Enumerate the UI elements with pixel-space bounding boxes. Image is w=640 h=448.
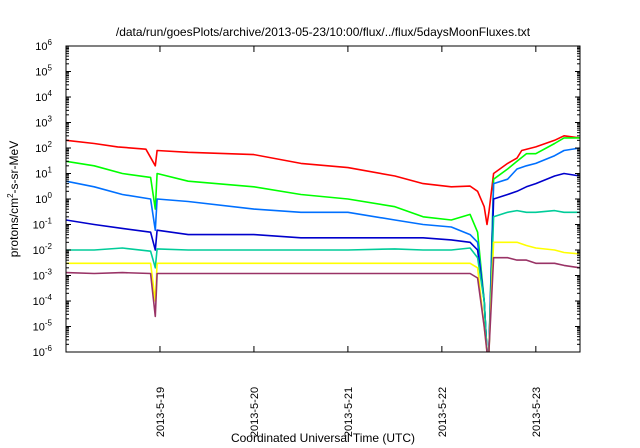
y-tick-mantissa: 10 xyxy=(35,67,47,79)
series-layer xyxy=(66,135,580,352)
y-tick-mantissa: 10 xyxy=(35,41,47,53)
y-tick-label: 106 xyxy=(35,38,52,53)
y-tick-exponent: 2 xyxy=(48,140,53,149)
series-line-7 xyxy=(66,256,580,352)
y-tick-mantissa: 10 xyxy=(33,220,45,232)
plot-frame xyxy=(65,45,581,353)
y-tick-label: 103 xyxy=(35,115,52,130)
series-line-3 xyxy=(66,147,580,352)
y-tick-mantissa: 10 xyxy=(35,92,47,104)
x-tick-label: 2013-5-22 xyxy=(437,387,449,437)
y-tick-mantissa: 10 xyxy=(35,194,47,206)
y-axis-label: protons/cm2-s-sr-MeV xyxy=(6,141,21,257)
x-tick-label: 2013-5-23 xyxy=(531,387,543,437)
y-tick-exponent: -6 xyxy=(45,344,53,353)
y-tick-exponent: 5 xyxy=(48,64,53,73)
y-tick-label: 10-5 xyxy=(33,319,53,334)
y-tick-exponent: -3 xyxy=(45,268,53,277)
y-axis-label-superscript: 2 xyxy=(6,193,15,198)
x-tick-label: 2013-5-21 xyxy=(343,387,355,437)
y-tick-label: 105 xyxy=(35,64,52,79)
chart-title: /data/run/goesPlots/archive/2013-05-23/1… xyxy=(116,25,531,39)
y-tick-mantissa: 10 xyxy=(35,169,47,181)
y-tick-label: 104 xyxy=(35,89,52,104)
y-tick-label: 10-4 xyxy=(33,293,53,308)
y-tick-mantissa: 10 xyxy=(33,271,45,283)
series-line-5 xyxy=(66,209,580,352)
y-tick-label: 10-1 xyxy=(33,217,53,232)
x-tick-label: 2013-5-20 xyxy=(249,387,261,437)
y-tick-mantissa: 10 xyxy=(33,322,45,334)
x-tick-label: 2013-5-19 xyxy=(155,387,167,437)
y-tick-exponent: -5 xyxy=(45,319,53,328)
y-axis-label-base: protons/cm xyxy=(7,198,21,257)
x-axis-label: Coordinated Universal Time (UTC) xyxy=(231,431,415,445)
y-tick-exponent: -4 xyxy=(45,293,53,302)
y-tick-mantissa: 10 xyxy=(33,347,45,359)
series-line-2 xyxy=(66,137,580,352)
y-tick-exponent: 0 xyxy=(48,191,53,200)
y-tick-exponent: -2 xyxy=(45,242,53,251)
y-tick-exponent: 6 xyxy=(48,38,53,47)
y-tick-mantissa: 10 xyxy=(35,118,47,130)
y-tick-label: 100 xyxy=(35,191,52,206)
y-tick-label: 101 xyxy=(35,166,52,181)
y-tick-mantissa: 10 xyxy=(33,245,45,257)
y-tick-label: 10-2 xyxy=(33,242,53,257)
y-tick-exponent: 3 xyxy=(48,115,53,124)
y-tick-label: 10-6 xyxy=(33,344,53,359)
x-axis: 2013-5-19 2013-5-20 2013-5-21 2013-5-22 2013… xyxy=(155,46,543,437)
y-tick-exponent: -1 xyxy=(45,217,53,226)
y-axis-label-rest: -s-sr-MeV xyxy=(7,141,21,194)
y-tick-label: 102 xyxy=(35,140,52,155)
y-tick-label: 10-3 xyxy=(33,268,53,283)
y-axis: 10-610-510-410-310-210-11001011021031041… xyxy=(33,38,580,359)
series-line-6 xyxy=(66,241,580,352)
y-tick-exponent: 4 xyxy=(48,89,53,98)
series-line-4 xyxy=(66,172,580,352)
y-tick-mantissa: 10 xyxy=(35,143,47,155)
y-tick-mantissa: 10 xyxy=(33,296,45,308)
series-line-1 xyxy=(66,135,580,226)
y-tick-exponent: 1 xyxy=(48,166,53,175)
